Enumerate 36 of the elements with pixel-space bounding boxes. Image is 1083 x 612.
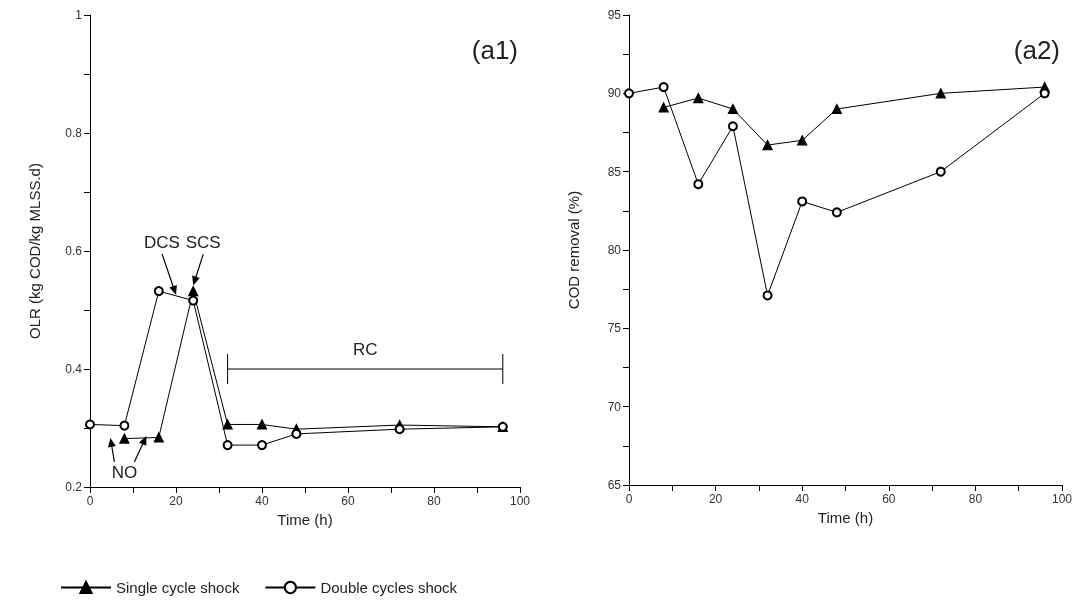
- annotation: NO: [111, 462, 138, 482]
- x-tick-label: 60: [341, 494, 355, 508]
- y-axis-title: OLR (kg COD/kg MLSS.d): [26, 163, 43, 339]
- annotation: DCS: [144, 232, 180, 252]
- y-tick-label: 0.2: [65, 480, 83, 494]
- y-tick-label: 85: [607, 164, 622, 179]
- legend-label: Double cycles shock: [320, 579, 458, 596]
- annotation: RC: [352, 340, 378, 359]
- x-tick-label: 0: [86, 494, 94, 508]
- y-tick-label: 95: [607, 8, 622, 22]
- legend-label: Single cycle shock: [116, 579, 240, 596]
- y-tick-label: 70: [607, 399, 622, 414]
- y-tick-label: 0.6: [65, 244, 83, 258]
- y-tick-label: 0.8: [65, 126, 83, 140]
- text: (a2): [1013, 35, 1061, 65]
- x-tick-label: 80: [968, 492, 983, 506]
- y-tick-label: 1: [75, 8, 83, 22]
- x-tick-label: 20: [169, 494, 183, 508]
- x-axis-title: Time (h): [817, 508, 874, 526]
- x-tick-label: 0: [625, 492, 633, 506]
- x-tick-label: 40: [795, 492, 810, 506]
- y-tick-label: 75: [607, 321, 622, 336]
- y-axis-title: COD removal (%): [565, 190, 582, 310]
- x-tick-label: 80: [427, 494, 441, 508]
- x-axis-title: Time (h): [277, 510, 333, 528]
- annotation: SCS: [185, 233, 221, 253]
- x-tick-label: 100: [509, 494, 531, 508]
- x-tick-label: 100: [1051, 492, 1073, 506]
- x-tick-label: 60: [882, 492, 896, 506]
- y-tick-label: 90: [607, 86, 622, 101]
- y-tick-label: 0.4: [65, 362, 83, 376]
- y-tick-label: 65: [607, 478, 622, 492]
- text: (a1): [471, 35, 519, 65]
- x-tick-label: 40: [255, 494, 269, 508]
- y-tick-label: 80: [607, 243, 622, 257]
- x-tick-label: 20: [708, 492, 723, 506]
